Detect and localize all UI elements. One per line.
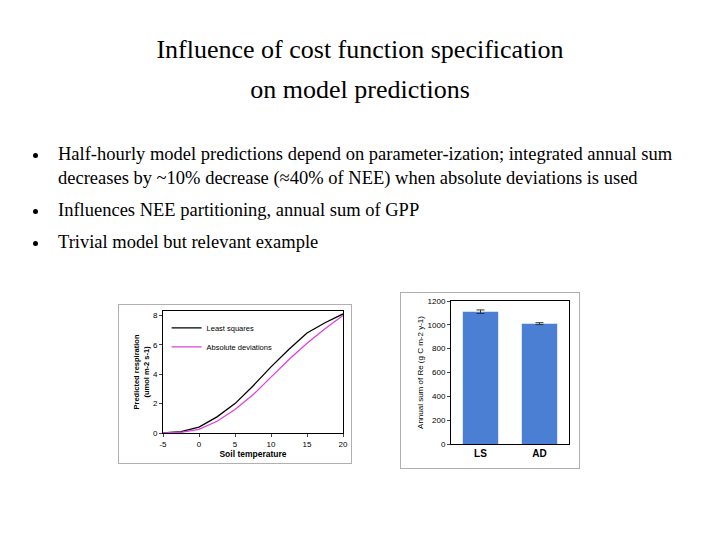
svg-text:Soil temperature: Soil temperature [219, 449, 286, 459]
svg-text:AD: AD [532, 448, 546, 459]
svg-text:0: 0 [153, 429, 158, 438]
svg-text:20: 20 [339, 440, 348, 449]
svg-text:4: 4 [153, 370, 158, 379]
svg-text:1200: 1200 [428, 297, 446, 306]
svg-text:15: 15 [303, 440, 312, 449]
svg-text:0: 0 [441, 440, 446, 449]
svg-text:Least squares: Least squares [207, 324, 254, 333]
html-text:Influences NEE partitioning, a: Influences NEE partitioning, annual sum … [58, 200, 420, 220]
html-text:Half-hourly model predictions: Half-hourly model predictions depend on … [58, 144, 672, 188]
svg-text:Annual sum of Re (g C m-2 y-1): Annual sum of Re (g C m-2 y-1) [416, 316, 425, 429]
svg-text:5: 5 [233, 440, 238, 449]
svg-text:200: 200 [432, 416, 446, 425]
svg-text:Predicted respiration(umol m-2: Predicted respiration(umol m-2 s-1) [132, 334, 151, 409]
svg-text:10: 10 [267, 440, 276, 449]
html-text:Influence of cost function spe: Influence of cost function specification [156, 35, 564, 64]
svg-text:600: 600 [432, 368, 446, 377]
html-text:on model predictions: on model predictions [250, 75, 470, 104]
svg-text:LS: LS [474, 448, 487, 459]
svg-text:2: 2 [153, 399, 158, 408]
html-text:Trivial model but relevant exa: Trivial model but relevant example [58, 232, 319, 252]
svg-text:Absolute deviations: Absolute deviations [207, 343, 272, 352]
svg-text:6: 6 [153, 341, 158, 350]
svg-text:8: 8 [153, 311, 158, 320]
svg-text:1000: 1000 [428, 321, 446, 330]
svg-text:-5: -5 [159, 440, 167, 449]
svg-text:400: 400 [432, 392, 446, 401]
svg-text:0: 0 [197, 440, 202, 449]
svg-text:800: 800 [432, 344, 446, 353]
